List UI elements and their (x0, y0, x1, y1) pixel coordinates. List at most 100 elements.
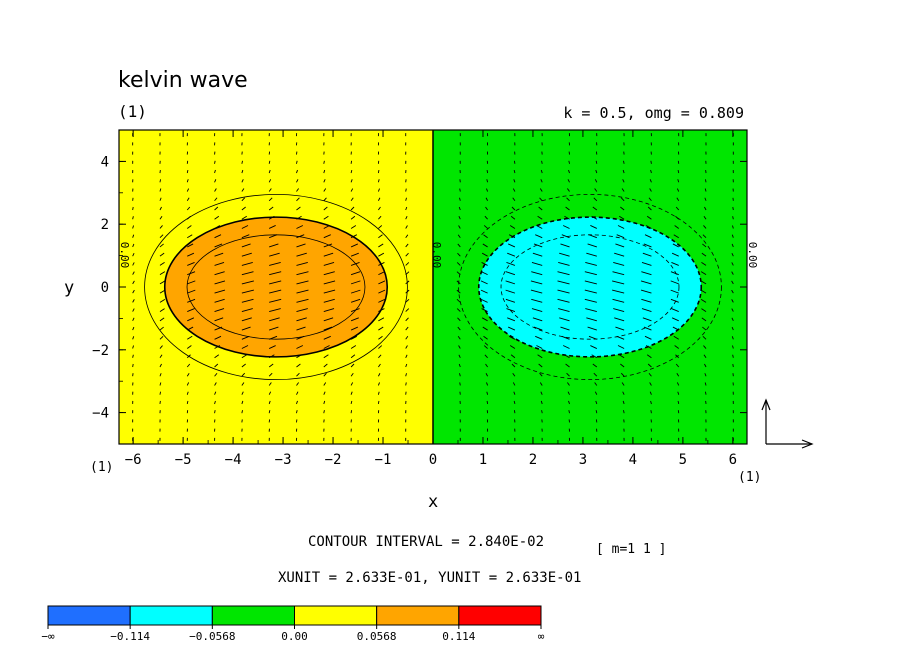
wind-vector (350, 243, 359, 248)
wind-vector (701, 317, 707, 322)
wind-vector (159, 326, 164, 331)
wind-vector (268, 169, 271, 174)
wind-vector (704, 363, 707, 368)
wind-vector (296, 289, 309, 294)
wind-vector (561, 335, 570, 340)
wind-vector (187, 280, 196, 285)
y-tick-label: 2 (101, 217, 109, 233)
wind-vector (268, 160, 271, 164)
wind-vector (621, 188, 625, 192)
wind-vector (323, 234, 331, 239)
wind-vector (377, 400, 380, 405)
wind-vector (700, 271, 707, 276)
wind-vector (186, 400, 189, 405)
wind-vector (595, 400, 598, 405)
wind-vector (459, 188, 461, 192)
wind-vector (536, 345, 543, 349)
wind-vector (159, 345, 163, 349)
x-tick-label: −3 (275, 452, 292, 468)
wind-vector (537, 354, 543, 359)
wind-vector (559, 252, 570, 257)
wind-vector (241, 215, 247, 220)
wind-vector (214, 261, 225, 266)
wind-vector (241, 354, 247, 359)
wind-vector (557, 280, 570, 285)
wind-vector (159, 262, 165, 266)
wind-vector (564, 354, 570, 359)
wind-vector (540, 391, 543, 395)
wind-vector (645, 345, 652, 349)
wind-vector (378, 215, 382, 220)
wind-vector (615, 326, 625, 331)
contour-pos-outer (144, 193, 408, 381)
wind-vector (459, 382, 461, 386)
wind-vector (732, 363, 734, 368)
wind-vector (566, 372, 570, 377)
wind-vector (512, 197, 516, 202)
wind-vector (214, 400, 216, 405)
wind-vector (592, 206, 598, 211)
x-tick-label: 2 (529, 452, 537, 468)
wind-vector (532, 252, 543, 257)
wind-vector (350, 335, 358, 340)
wind-vector (323, 400, 326, 405)
wind-vector (159, 308, 165, 312)
wind-vector (561, 234, 570, 239)
wind-vector (268, 225, 276, 229)
wind-vector (350, 345, 357, 349)
wind-vector (214, 298, 225, 303)
wind-vector (323, 206, 328, 211)
colorbar-label: 0.00 (281, 630, 308, 643)
wind-vector (268, 391, 272, 395)
wind-vector (456, 262, 461, 266)
wind-vector (533, 326, 543, 331)
colorbar-swatch (376, 605, 460, 626)
wind-vector (241, 289, 254, 294)
wind-vector (457, 326, 461, 331)
wind-vector (405, 234, 409, 238)
wind-vector (557, 289, 570, 294)
wind-vector (132, 363, 134, 368)
wind-vector (620, 197, 625, 202)
wind-vector (513, 160, 516, 164)
wind-vector (296, 188, 299, 192)
zero-contour-label: 0.00 (430, 242, 443, 269)
wind-vector (214, 188, 217, 192)
wind-vector (269, 298, 282, 303)
wind-vector (483, 225, 488, 229)
wind-vector (674, 225, 680, 229)
wind-vector (539, 372, 543, 377)
wind-vector (214, 169, 216, 174)
wind-vector (241, 326, 251, 331)
wind-vector (670, 280, 679, 285)
wind-vector (377, 169, 380, 174)
wind-vector (732, 216, 734, 220)
wind-vector (377, 391, 380, 395)
x-tick-label: −6 (125, 452, 142, 468)
wind-vector (214, 308, 225, 313)
wind-vector (350, 206, 355, 211)
wind-vector (241, 400, 244, 405)
wind-vector (505, 289, 516, 294)
wind-vector (480, 280, 488, 285)
wind-vector (405, 197, 407, 201)
wind-vector (677, 169, 680, 174)
wind-vector (612, 298, 625, 303)
wind-vector (296, 326, 306, 331)
wind-vector (296, 271, 309, 276)
wind-vector (241, 298, 254, 303)
wind-vector (350, 179, 353, 183)
wind-vector (670, 271, 679, 276)
wind-vector (540, 400, 543, 405)
wind-vector (269, 271, 282, 276)
wind-vector (214, 335, 222, 340)
wind-vector (214, 289, 226, 294)
x-tick-label: −5 (175, 452, 192, 468)
wind-vector (647, 363, 652, 368)
wind-vector (590, 345, 598, 349)
wind-vector (673, 335, 679, 340)
wind-vector (535, 234, 543, 239)
wind-vector (700, 289, 707, 294)
wind-vector (483, 335, 488, 340)
